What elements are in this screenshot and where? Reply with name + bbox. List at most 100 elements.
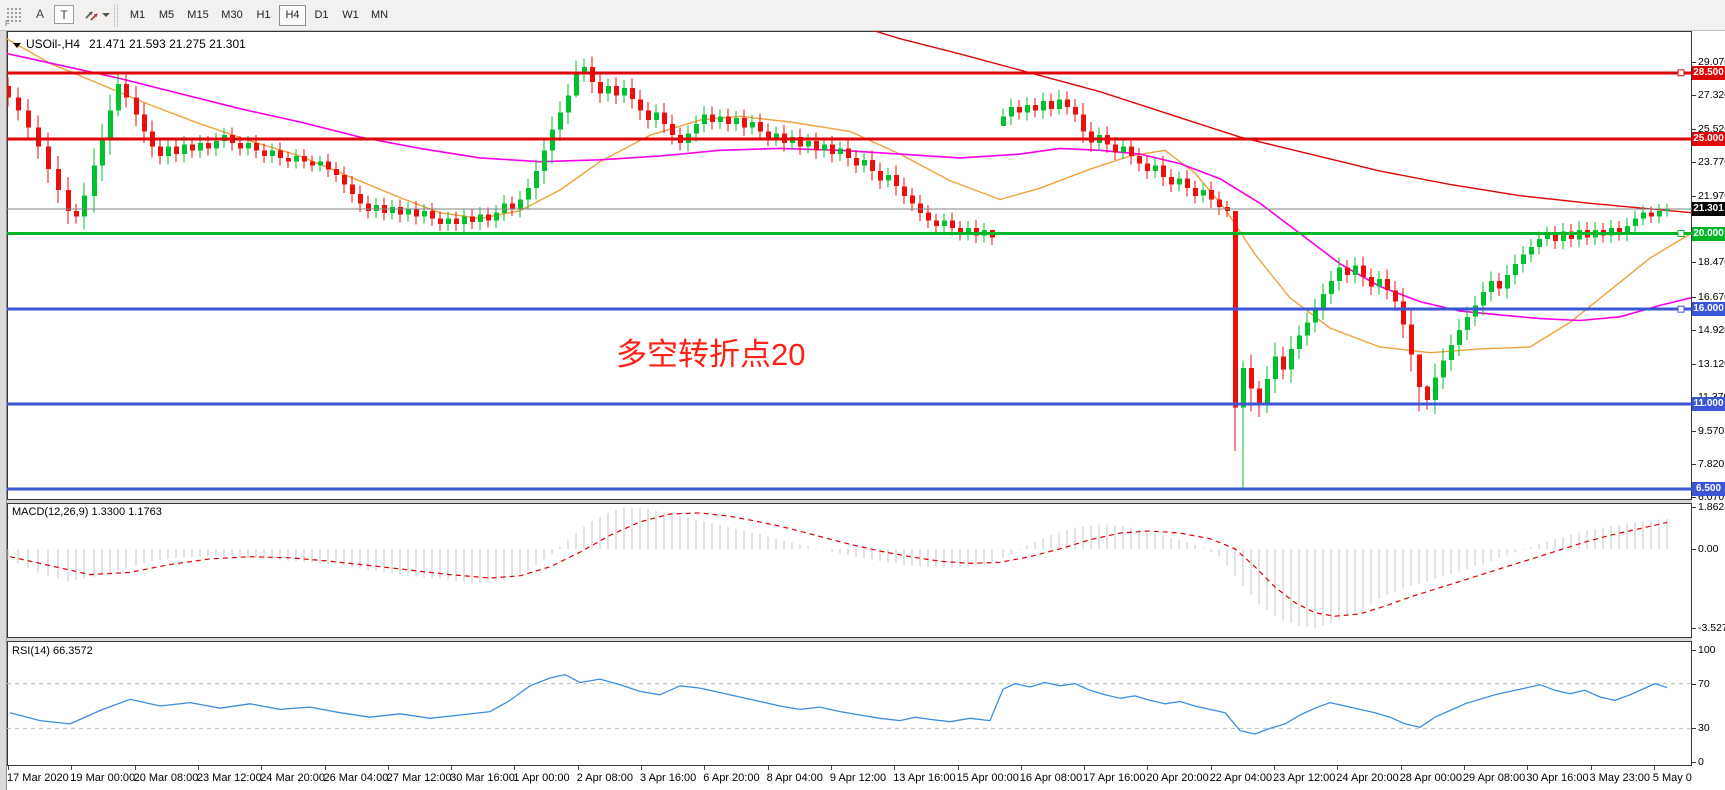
time-axis-tick: [1084, 766, 1086, 770]
candle-body: [830, 144, 835, 155]
candle-body: [182, 144, 187, 155]
dropdown-caret-icon[interactable]: [102, 13, 110, 17]
candle-body: [1633, 218, 1638, 226]
price-axis-label: 0: [1698, 756, 1704, 768]
timeframe-button-m5[interactable]: M5: [158, 9, 175, 21]
symbol-dropdown-icon[interactable]: [13, 43, 21, 48]
candle-body: [1265, 379, 1270, 406]
candle-body: [526, 188, 531, 200]
candle-body: [542, 150, 547, 172]
chart-annotation-text[interactable]: 多空转折点20: [616, 337, 806, 372]
price-axis-tick: [1692, 683, 1696, 685]
price-chart-panel[interactable]: [7, 31, 1692, 500]
time-axis-label: 3 May 23:00: [1589, 772, 1651, 784]
timeframe-button-mn[interactable]: MN: [370, 9, 389, 21]
candle-body: [1305, 322, 1310, 336]
candle-body: [1009, 106, 1014, 117]
candle-body: [598, 82, 603, 94]
time-axis-tick: [830, 766, 832, 770]
candle-body: [838, 148, 843, 155]
time-axis-label: 8 Apr 04:00: [766, 772, 823, 784]
price-axis-tick: [1692, 363, 1696, 365]
candle-body: [846, 148, 851, 158]
timeframe-button-m30[interactable]: M30: [221, 9, 243, 21]
time-axis-tick: [324, 766, 326, 770]
panel-separator[interactable]: [7, 500, 1692, 503]
time-scale[interactable]: 17 Mar 2020 19 Mar 00:00 20 Mar 08:00 23 Ma…: [7, 766, 1692, 790]
line-handle[interactable]: [1677, 305, 1685, 313]
price-axis-tick: [1692, 548, 1696, 550]
macd-canvas[interactable]: [7, 503, 1692, 638]
time-axis-tick: [1653, 766, 1655, 770]
timeframe-button-m1[interactable]: M1: [129, 9, 146, 21]
candle-body: [46, 146, 51, 170]
time-axis-label: 19 Mar 00:00: [70, 772, 136, 784]
candle-body: [1465, 316, 1470, 330]
candle-body: [1657, 210, 1662, 217]
timeframe-button-w1[interactable]: W1: [342, 9, 359, 21]
time-axis-label: 2 Apr 08:00: [576, 772, 633, 784]
price-axis-label: 27.320: [1698, 89, 1725, 102]
main-chart-canvas[interactable]: [7, 31, 1692, 500]
time-axis-label: 23 Apr 12:00: [1273, 772, 1336, 784]
time-axis-label: 23 Mar 12:00: [196, 772, 262, 784]
candle-body: [334, 169, 339, 175]
candle-body: [158, 146, 163, 156]
candle-body: [494, 212, 499, 221]
timeframe-button-h4[interactable]: H4: [279, 5, 306, 26]
price-axis-tick: [1692, 628, 1696, 629]
candle-body: [1217, 199, 1222, 208]
macd-signal-line: [9, 512, 1668, 617]
candle-body: [518, 199, 523, 209]
candle-body: [1433, 377, 1438, 400]
candle-body: [1033, 104, 1038, 111]
price-axis-tick: [1692, 430, 1696, 432]
candle-body: [710, 114, 715, 122]
timeframe-button-d1[interactable]: D1: [314, 9, 329, 21]
candle-body: [302, 156, 307, 162]
candle-body: [92, 165, 97, 196]
price-axis-label: 13.120: [1698, 357, 1725, 370]
price-axis-label: 23.770: [1698, 156, 1725, 169]
price-scale[interactable]: 29.07027.32025.52023.77021.97018.47016.6…: [1692, 31, 1725, 768]
time-axis-tick: [957, 766, 959, 770]
candle-body: [1489, 280, 1494, 293]
draw-tools-icon[interactable]: [82, 6, 100, 24]
time-axis-label: 17 Mar 2020: [7, 772, 69, 784]
time-axis-tick: [451, 766, 453, 770]
candle-body: [1297, 335, 1302, 349]
price-axis-label: 0.00: [1698, 542, 1719, 555]
candle-body: [414, 209, 419, 217]
candle-body: [670, 123, 675, 136]
ohlc-values: 21.471 21.593 21.275 21.301: [89, 37, 246, 51]
candle-body: [1273, 356, 1278, 380]
line-handle[interactable]: [1677, 230, 1685, 238]
candle-body: [446, 218, 451, 225]
candle-body: [942, 220, 947, 226]
candle-body: [574, 74, 579, 96]
panel-separator[interactable]: [7, 638, 1692, 641]
candle-body: [166, 146, 171, 156]
grid-anchor-icon[interactable]: F: [5, 7, 23, 28]
time-axis-tick: [197, 766, 199, 770]
candle-body: [246, 142, 251, 149]
rsi-canvas[interactable]: [7, 641, 1692, 766]
timeframe-button-h1[interactable]: H1: [256, 9, 271, 21]
text-tool-button[interactable]: T: [54, 5, 74, 24]
time-axis-label: 30 Apr 16:00: [1526, 772, 1589, 784]
line-handle[interactable]: [1677, 69, 1685, 77]
candle-body: [16, 97, 21, 111]
candle-body: [1129, 146, 1134, 156]
timeframe-button-m15[interactable]: M15: [187, 9, 209, 21]
price-axis-tick: [1692, 728, 1696, 730]
price-axis-tick: [1692, 329, 1696, 331]
candle-body: [454, 218, 459, 225]
candle-body: [1177, 178, 1182, 185]
candle-body: [142, 114, 147, 132]
font-tool-button[interactable]: A: [35, 7, 44, 21]
candle-body: [430, 210, 435, 219]
rsi-panel[interactable]: [7, 641, 1692, 766]
candle-body: [390, 207, 395, 213]
candle-body: [1609, 227, 1614, 236]
candle-body: [358, 193, 363, 204]
